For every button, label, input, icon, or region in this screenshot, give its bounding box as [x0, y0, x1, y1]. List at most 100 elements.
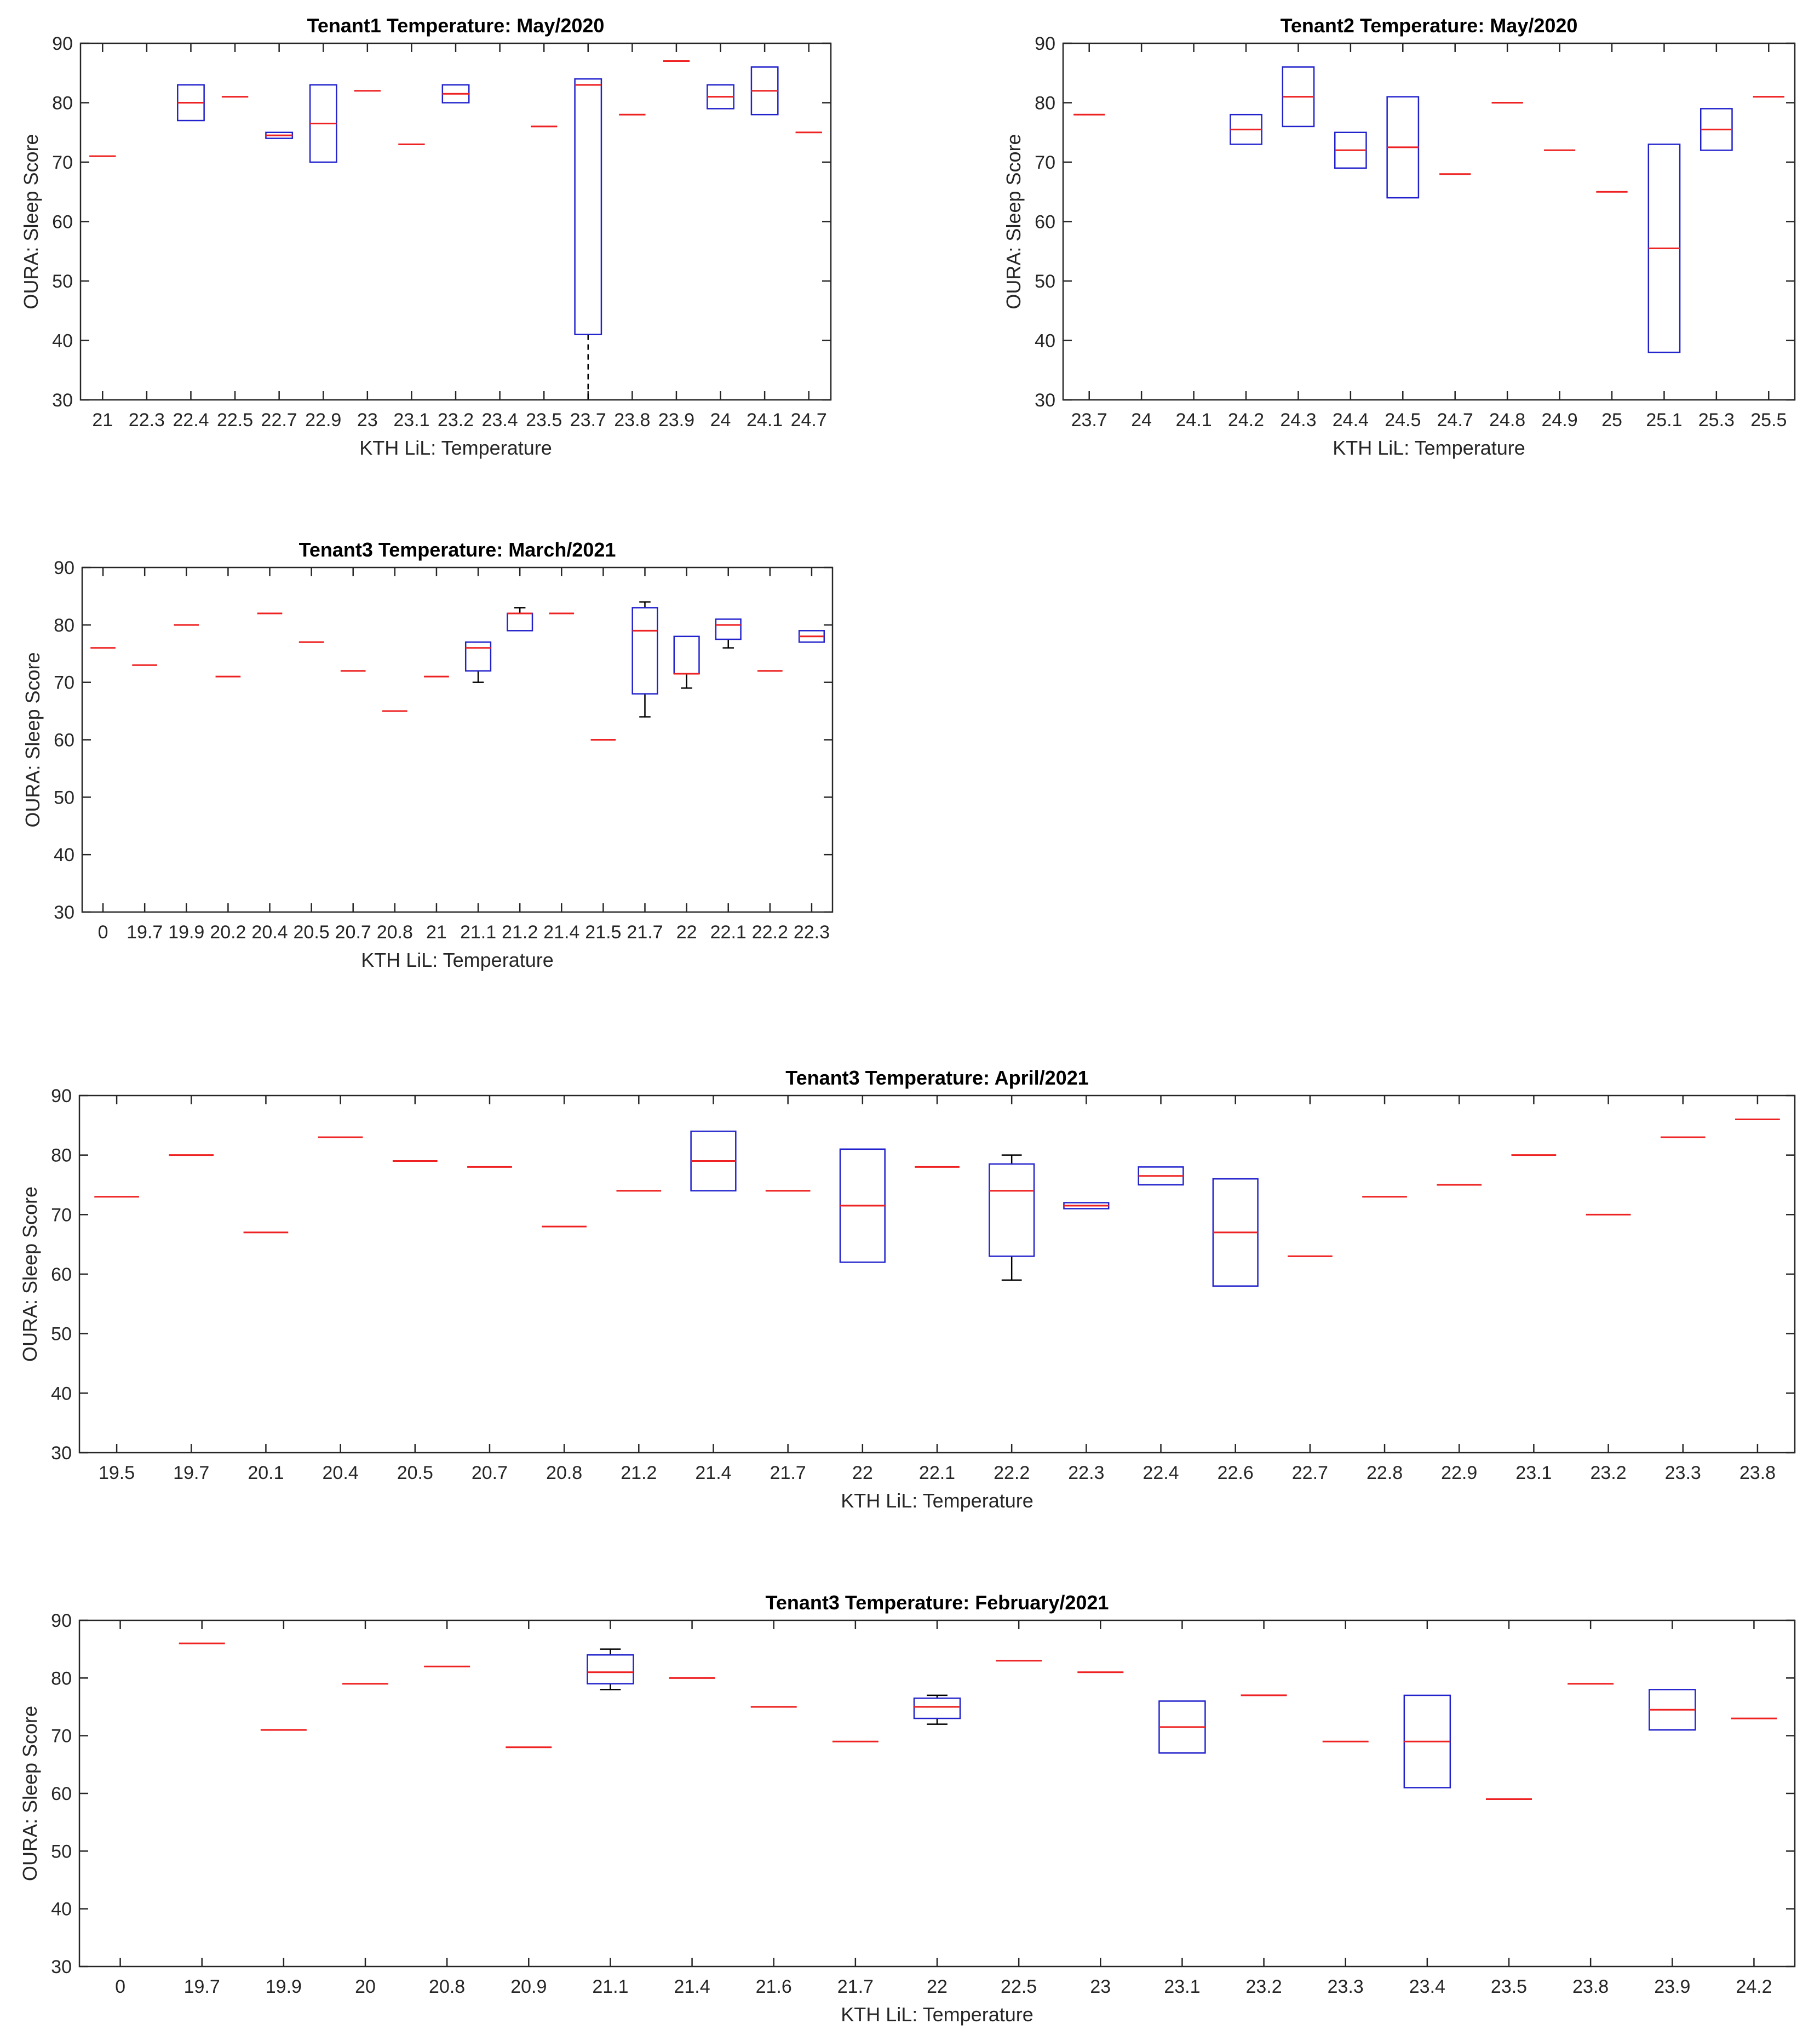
x-tick-label: 22.3: [1068, 1463, 1104, 1483]
x-tick-label: 23.3: [1665, 1463, 1701, 1483]
y-tick-label: 40: [54, 845, 74, 865]
y-tick-label: 50: [51, 1324, 72, 1345]
x-tick-label: 20.8: [546, 1463, 582, 1483]
box-21.7: [631, 601, 658, 718]
y-tick-label: 70: [52, 152, 73, 173]
x-tick-label: 19.9: [266, 1976, 302, 1997]
box-23.7: [574, 78, 602, 400]
y-axis-label: OURA: Sleep Score: [19, 1706, 41, 1881]
x-tick-label: 22.4: [173, 410, 209, 431]
y-tick-label: 50: [1035, 271, 1055, 292]
y-axis-label: OURA: Sleep Score: [19, 1186, 41, 1362]
y-axis-label: OURA: Sleep Score: [20, 134, 42, 309]
x-tick-label: 20: [355, 1976, 376, 1997]
y-tick-label: 60: [51, 1784, 72, 1804]
x-tick-label: 23.2: [438, 410, 474, 431]
y-tick-label: 50: [52, 271, 73, 292]
x-tick-label: 22: [676, 922, 697, 943]
x-tick-label: 23.4: [481, 410, 518, 431]
box-22.4: [1138, 1166, 1184, 1186]
x-tick-label: 21.7: [770, 1463, 806, 1483]
x-tick-label: 23.9: [658, 410, 694, 431]
y-tick-label: 70: [1035, 152, 1055, 173]
x-tick-label: 21: [426, 922, 447, 943]
x-tick-label: 21.1: [592, 1976, 628, 1997]
y-tick-label: 50: [51, 1841, 72, 1862]
chart-panel-2: 30 40 50 60 70 80 90 23.7 24 24.1 24.2 24.3 24.4 24.5…: [1002, 14, 1796, 459]
box-22.4: [177, 84, 205, 122]
x-tick-label: 20.4: [251, 922, 288, 943]
y-tick-label: 30: [1035, 390, 1055, 411]
y-tick-label: 80: [1035, 93, 1055, 114]
x-tick-label: 20.1: [248, 1463, 284, 1483]
x-axis-label: KTH LiL: Temperature: [841, 1489, 1034, 1512]
x-tick-label: 20.5: [294, 922, 330, 943]
x-tick-label: 20.8: [377, 922, 413, 943]
x-tick-label: 23.2: [1590, 1463, 1626, 1483]
y-tick-label: 70: [51, 1726, 72, 1747]
x-tick-label: 25.1: [1646, 410, 1682, 431]
y-tick-label: 90: [52, 33, 73, 54]
x-tick-label: 20.8: [429, 1976, 465, 1997]
x-tick-label: 24.4: [1333, 410, 1369, 431]
box-24.3: [1282, 66, 1315, 128]
box-22.7: [265, 131, 294, 139]
box-24.5: [1386, 96, 1420, 199]
x-tick-label: 24.8: [1489, 410, 1525, 431]
x-tick-label: 25.5: [1750, 410, 1787, 431]
x-tick-label: 24.3: [1280, 410, 1316, 431]
x-tick-label: 23.4: [1409, 1976, 1445, 1997]
x-tick-label: 23: [357, 410, 378, 431]
x-tick-label: 23: [1090, 1976, 1111, 1997]
x-tick-label: 21.7: [627, 922, 663, 943]
chart-title: Tenant3 Temperature: March/2021: [299, 538, 616, 561]
x-tick-label: 0: [98, 922, 108, 943]
y-tick-label: 60: [1035, 212, 1055, 233]
x-tick-label: 20.2: [210, 922, 246, 943]
x-tick-label: 22.2: [994, 1463, 1030, 1483]
box-24.1: [750, 66, 779, 116]
box-24: [707, 84, 734, 110]
x-axis-label: KTH LiL: Temperature: [361, 949, 554, 971]
x-tick-label: 21.2: [502, 922, 538, 943]
box-22: [913, 1694, 961, 1725]
chart-panel-3: 30 40 50 60 70 80 90 0 19.7 19.9 20.2 20.4 20.5 20.7 2…: [21, 538, 834, 971]
x-tick-label: 22.3: [794, 922, 830, 943]
x-tick-label: 23.1: [1164, 1976, 1200, 1997]
x-tick-label: 20.5: [397, 1463, 433, 1483]
x-tick-label: 22.5: [1001, 1976, 1037, 1997]
y-tick-label: 60: [54, 730, 74, 751]
x-tick-label: 19.7: [173, 1463, 209, 1483]
x-tick-label: 20.7: [472, 1463, 508, 1483]
x-tick-label: 22.4: [1142, 1463, 1179, 1483]
y-tick-label: 40: [1035, 331, 1055, 352]
x-tick-label: 22.8: [1367, 1463, 1403, 1483]
chart-title: Tenant3 Temperature: February/2021: [766, 1591, 1109, 1614]
x-tick-label: 24: [1131, 410, 1152, 431]
y-tick-label: 70: [54, 673, 74, 693]
box-21.1: [587, 1648, 634, 1690]
x-tick-label: 24.2: [1736, 1976, 1772, 1997]
y-tick-label: 40: [51, 1383, 72, 1404]
box-21.4: [690, 1130, 737, 1192]
x-tick-label: 23.1: [1515, 1463, 1552, 1483]
y-axis-label: OURA: Sleep Score: [21, 652, 44, 827]
x-tick-label: 24.9: [1541, 410, 1577, 431]
x-tick-label: 22.1: [919, 1463, 955, 1483]
box-23.1: [1158, 1700, 1206, 1754]
x-tick-label: 23.8: [1739, 1463, 1776, 1483]
box-24.2: [1230, 113, 1262, 145]
y-tick-label: 40: [51, 1899, 72, 1920]
x-axis-label: KTH LiL: Temperature: [359, 437, 552, 459]
x-tick-label: 22.5: [217, 410, 253, 431]
y-tick-label: 60: [51, 1264, 72, 1285]
x-tick-label: 24.5: [1385, 410, 1421, 431]
y-tick-label: 80: [52, 93, 73, 114]
x-tick-label: 24.1: [747, 410, 783, 431]
x-tick-label: 24.7: [791, 410, 827, 431]
axes-frame: [78, 1619, 1796, 1968]
x-tick-label: 19.5: [99, 1463, 135, 1483]
x-tick-label: 20.4: [323, 1463, 359, 1483]
x-tick-label: 0: [115, 1976, 125, 1997]
